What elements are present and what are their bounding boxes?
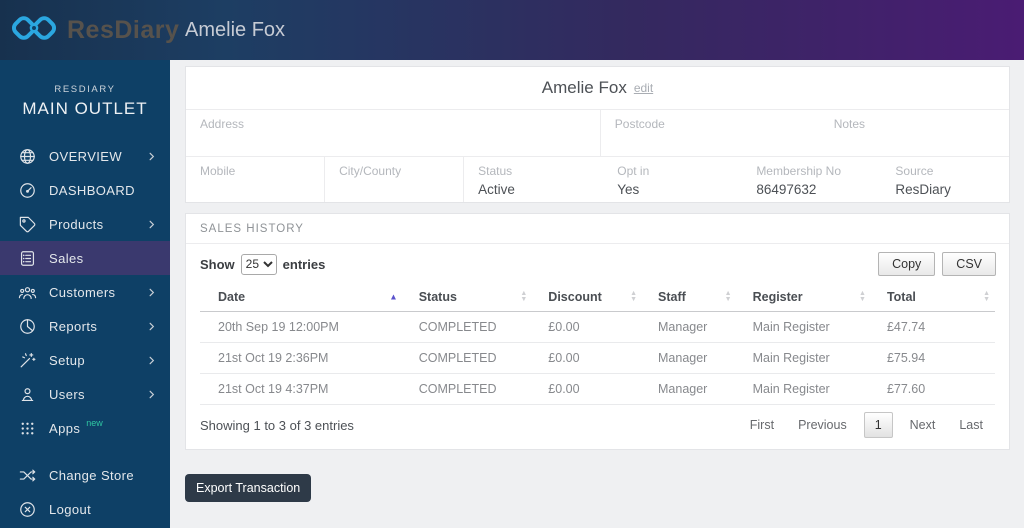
- edit-customer-link[interactable]: edit: [633, 81, 654, 95]
- page-size-control: Show 25 entries: [200, 253, 326, 275]
- source-field: Source ResDiary: [895, 164, 951, 197]
- sort-both-icon: ▲ ▼: [859, 290, 866, 303]
- sort-both-icon: ▲ ▼: [630, 290, 637, 303]
- sidebar-item-reports[interactable]: Reports: [0, 309, 170, 343]
- apps-grid-icon: [18, 419, 37, 438]
- sidebar-item-change-store[interactable]: Change Store: [0, 458, 170, 492]
- user-icon: [18, 385, 37, 404]
- customer-card-header: Amelie Fox edit: [186, 67, 1009, 110]
- store-name: MAIN OUTLET: [22, 99, 148, 118]
- sales-table: Date ▲ Status ▲ ▼ Discount ▲ ▼: [200, 283, 995, 405]
- chevron-right-icon: [146, 321, 157, 332]
- export-transaction-button[interactable]: Export Transaction: [185, 474, 312, 502]
- pagination-page-1[interactable]: 1: [863, 412, 893, 438]
- resdiary-infinity-icon: [8, 11, 60, 50]
- wand-icon: [18, 351, 37, 370]
- main-content: Amelie Fox edit Address Postcode Notes: [170, 60, 1024, 528]
- table-footer: Showing 1 to 3 of 3 entries First Previo…: [186, 405, 1009, 449]
- copy-button[interactable]: Copy: [878, 252, 936, 276]
- shuffle-icon: [18, 466, 37, 485]
- sales-history-panel: SALES HISTORY Show 25 entries Copy CSV: [185, 213, 1010, 450]
- pagination-next[interactable]: Next: [909, 418, 936, 432]
- chevron-right-icon: [146, 151, 157, 162]
- brand-name: ResDiary: [67, 15, 180, 44]
- pagination: First Previous 1 Next Last: [738, 412, 995, 438]
- gauge-icon: [18, 181, 37, 200]
- table-row: 20th Sep 19 12:00PM COMPLETED £0.00 Mana…: [200, 311, 995, 343]
- chevron-right-icon: [146, 389, 157, 400]
- logout-icon: [18, 500, 37, 519]
- sales-history-title: SALES HISTORY: [186, 214, 1009, 244]
- notes-field: Notes: [833, 117, 866, 131]
- pagination-first[interactable]: First: [749, 418, 775, 432]
- table-row: 21st Oct 19 4:37PM COMPLETED £0.00 Manag…: [200, 373, 995, 405]
- entries-summary: Showing 1 to 3 of 3 entries: [200, 417, 354, 433]
- opt-in-field: Opt in Yes: [617, 164, 650, 197]
- status-field: Status Active: [478, 164, 515, 197]
- brand-logo[interactable]: ResDiary: [0, 11, 179, 50]
- postcode-field: Postcode: [614, 117, 665, 131]
- new-badge: new: [86, 418, 103, 428]
- sidebar-item-setup[interactable]: Setup: [0, 343, 170, 377]
- sidebar-item-sales[interactable]: Sales: [0, 241, 170, 275]
- sidebar-item-dashboard[interactable]: DASHBOARD: [0, 173, 170, 207]
- page-size-select[interactable]: 25: [240, 253, 277, 275]
- pagination-previous[interactable]: Previous: [798, 418, 847, 432]
- page-title: Amelie Fox: [185, 18, 286, 41]
- store-label: RESDIARY: [54, 84, 116, 95]
- column-header-date[interactable]: Date ▲: [200, 283, 403, 312]
- sidebar-item-customers[interactable]: Customers: [0, 275, 170, 309]
- customer-fields-row-2: Mobile City/County Status Active Opt in …: [186, 157, 1009, 202]
- receipt-list-icon: [18, 249, 37, 268]
- tag-icon: [18, 215, 37, 234]
- pie-chart-icon: [18, 317, 37, 336]
- customer-fields-row-1: Address Postcode Notes: [186, 110, 1009, 157]
- table-row: 21st Oct 19 2:36PM COMPLETED £0.00 Manag…: [200, 342, 995, 374]
- entries-label: entries: [282, 256, 326, 272]
- chevron-right-icon: [146, 219, 157, 230]
- sidebar-item-apps[interactable]: Apps new: [0, 411, 170, 445]
- store-block: RESDIARY MAIN OUTLET: [0, 84, 170, 119]
- sort-both-icon: ▲ ▼: [724, 290, 732, 303]
- column-header-register[interactable]: Register ▲ ▼: [736, 283, 871, 312]
- column-header-total[interactable]: Total ▲ ▼: [870, 283, 995, 312]
- customer-card: Amelie Fox edit Address Postcode Notes: [185, 66, 1010, 203]
- sidebar-divider-gap: [0, 445, 170, 458]
- sort-both-icon: ▲ ▼: [983, 290, 990, 303]
- sidebar-item-logout[interactable]: Logout: [0, 492, 170, 526]
- column-header-discount[interactable]: Discount ▲ ▼: [532, 283, 642, 312]
- sort-asc-icon: ▲: [389, 291, 398, 302]
- sidebar-item-products[interactable]: Products: [0, 207, 170, 241]
- globe-icon: [18, 147, 37, 166]
- sidebar-item-overview[interactable]: OVERVIEW: [0, 139, 170, 173]
- customer-name: Amelie Fox: [541, 78, 627, 97]
- mobile-field: Mobile: [186, 157, 326, 202]
- address-field: Address: [186, 110, 601, 156]
- top-header: ResDiary Amelie Fox: [0, 0, 1024, 60]
- show-label: Show: [200, 256, 235, 272]
- sort-both-icon: ▲ ▼: [520, 290, 528, 303]
- sidebar: RESDIARY MAIN OUTLET OVERVIEW: [0, 60, 170, 528]
- people-icon: [18, 283, 37, 302]
- csv-button[interactable]: CSV: [942, 252, 996, 276]
- column-header-status[interactable]: Status ▲ ▼: [402, 283, 533, 312]
- sales-table-wrap: Date ▲ Status ▲ ▼ Discount ▲ ▼: [186, 283, 1009, 405]
- column-header-staff[interactable]: Staff ▲ ▼: [642, 283, 737, 312]
- pagination-last[interactable]: Last: [959, 418, 983, 432]
- sidebar-item-users[interactable]: Users: [0, 377, 170, 411]
- city-county-field: City/County: [325, 157, 465, 202]
- table-header-row: Date ▲ Status ▲ ▼ Discount ▲ ▼: [200, 283, 995, 312]
- table-controls: Show 25 entries Copy CSV: [186, 244, 1009, 283]
- chevron-right-icon: [146, 287, 157, 298]
- chevron-right-icon: [146, 355, 157, 366]
- membership-no-field: Membership No 86497632: [756, 164, 842, 197]
